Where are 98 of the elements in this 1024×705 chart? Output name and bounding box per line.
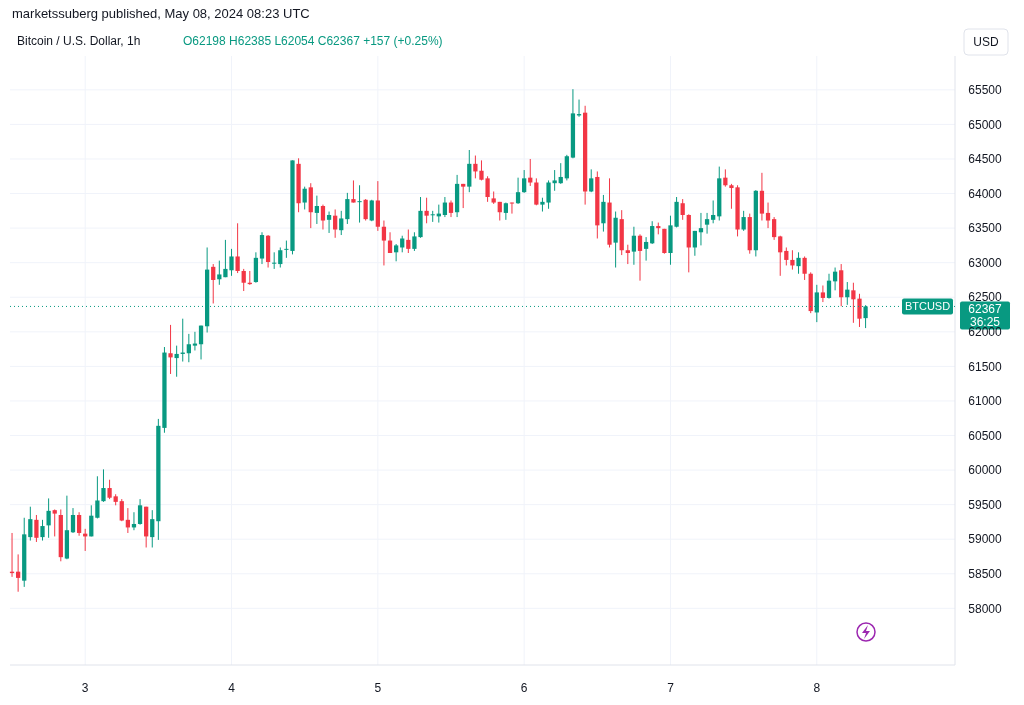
candlestick [692, 230, 697, 257]
candlestick [680, 198, 685, 221]
candlestick [278, 246, 283, 269]
candlestick [381, 220, 387, 266]
candlestick [430, 210, 435, 223]
candlestick [643, 236, 649, 262]
candlestick [424, 197, 429, 224]
candlestick [70, 507, 76, 534]
x-tick-label: 3 [81, 681, 89, 695]
candlestick [589, 168, 594, 193]
y-tick-label: 64000 [968, 186, 1003, 201]
candlestick [406, 229, 411, 254]
candlestick [272, 251, 277, 270]
x-tick-label: 4 [228, 681, 236, 695]
candlestick [241, 268, 246, 292]
candlestick [394, 243, 399, 262]
candlestick [515, 177, 521, 205]
chart-title: Bitcoin / U.S. Dollar, 1h [17, 34, 141, 48]
candlestick [802, 255, 807, 281]
candlestick [534, 177, 539, 206]
candlestick [625, 244, 630, 265]
candlestick [637, 233, 643, 282]
y-tick-label: 63500 [968, 221, 1003, 236]
candlestick [522, 169, 527, 194]
text: O62198 H62385 L62054 C62367 +157 (+0.25%) [183, 34, 443, 48]
y-tick-label: 65000 [968, 117, 1003, 132]
candlestick [741, 210, 746, 232]
candlestick [168, 324, 173, 375]
candlestick [601, 194, 606, 233]
y-tick-label: 64500 [968, 152, 1003, 167]
y-tick-label: 65500 [968, 83, 1003, 98]
candlestick [467, 149, 472, 193]
y-tick-label: 63000 [968, 255, 1003, 270]
x-tick-label: 8 [813, 681, 821, 695]
text: 62367 [968, 302, 1003, 317]
candlestick [351, 179, 356, 204]
y-tick-label: 58500 [968, 566, 1003, 581]
y-tick-label: 59500 [968, 497, 1003, 512]
candlestick [796, 251, 801, 275]
x-tick-label: 7 [667, 681, 675, 695]
x-tick-label: 5 [374, 681, 382, 695]
candlestick [28, 506, 33, 542]
candlestick [564, 154, 569, 181]
y-tick-label: 59000 [968, 532, 1003, 547]
candlestick [704, 212, 710, 235]
candlestick [765, 202, 771, 229]
candlestick [76, 511, 82, 537]
candlestick [461, 183, 466, 209]
candlestick [820, 285, 826, 303]
y-tick-label: 58000 [968, 601, 1003, 616]
candlestick [302, 186, 307, 210]
candlestick [826, 273, 832, 300]
candlestick [34, 514, 39, 543]
y-tick-label: 60000 [968, 463, 1003, 478]
y-tick-label: 62500 [968, 290, 1003, 305]
candlestick [89, 504, 94, 537]
candlestick [552, 169, 557, 192]
candlestick [52, 508, 57, 537]
candlestick [772, 216, 777, 241]
candlestick [711, 199, 716, 224]
candlestick [357, 184, 362, 224]
candlestick [186, 333, 191, 363]
y-tick-label: 60500 [968, 428, 1003, 443]
x-tick-label: 6 [520, 681, 528, 695]
ref-line-label: BTCUSD [904, 300, 951, 313]
candlestick [235, 222, 240, 274]
text: USD [973, 35, 999, 49]
candlestick [442, 196, 448, 218]
candlestick [790, 249, 795, 271]
candlestick [137, 498, 143, 526]
text: marketssuberg published, May 08, 2024 08:23 UTC [12, 6, 310, 21]
candlestick [778, 235, 783, 277]
candlestick [259, 231, 265, 265]
candlestick [473, 155, 478, 179]
candlestick [150, 509, 155, 548]
candlestick [326, 211, 332, 234]
candlestick [363, 198, 368, 222]
candlestick [851, 282, 856, 324]
candlestick [314, 195, 319, 225]
candlestick [217, 260, 222, 286]
candlestick [857, 293, 862, 328]
y-tick-label: 62000 [968, 325, 1003, 340]
candlestick [40, 519, 45, 542]
candlestick [339, 210, 344, 236]
candlestick [509, 202, 515, 215]
candlestick [198, 325, 204, 360]
candlestick [333, 208, 338, 239]
y-tick-label: 61000 [968, 394, 1003, 409]
candlestick [320, 204, 326, 231]
candlestick [650, 220, 655, 245]
candlestick [46, 497, 51, 539]
candlestick [345, 192, 350, 225]
candlestick [759, 172, 765, 222]
candlestick [107, 479, 112, 500]
candlestick [211, 263, 216, 304]
candlestick [528, 158, 533, 187]
y-tick-label: 61500 [968, 359, 1003, 374]
candlestick [631, 226, 637, 266]
